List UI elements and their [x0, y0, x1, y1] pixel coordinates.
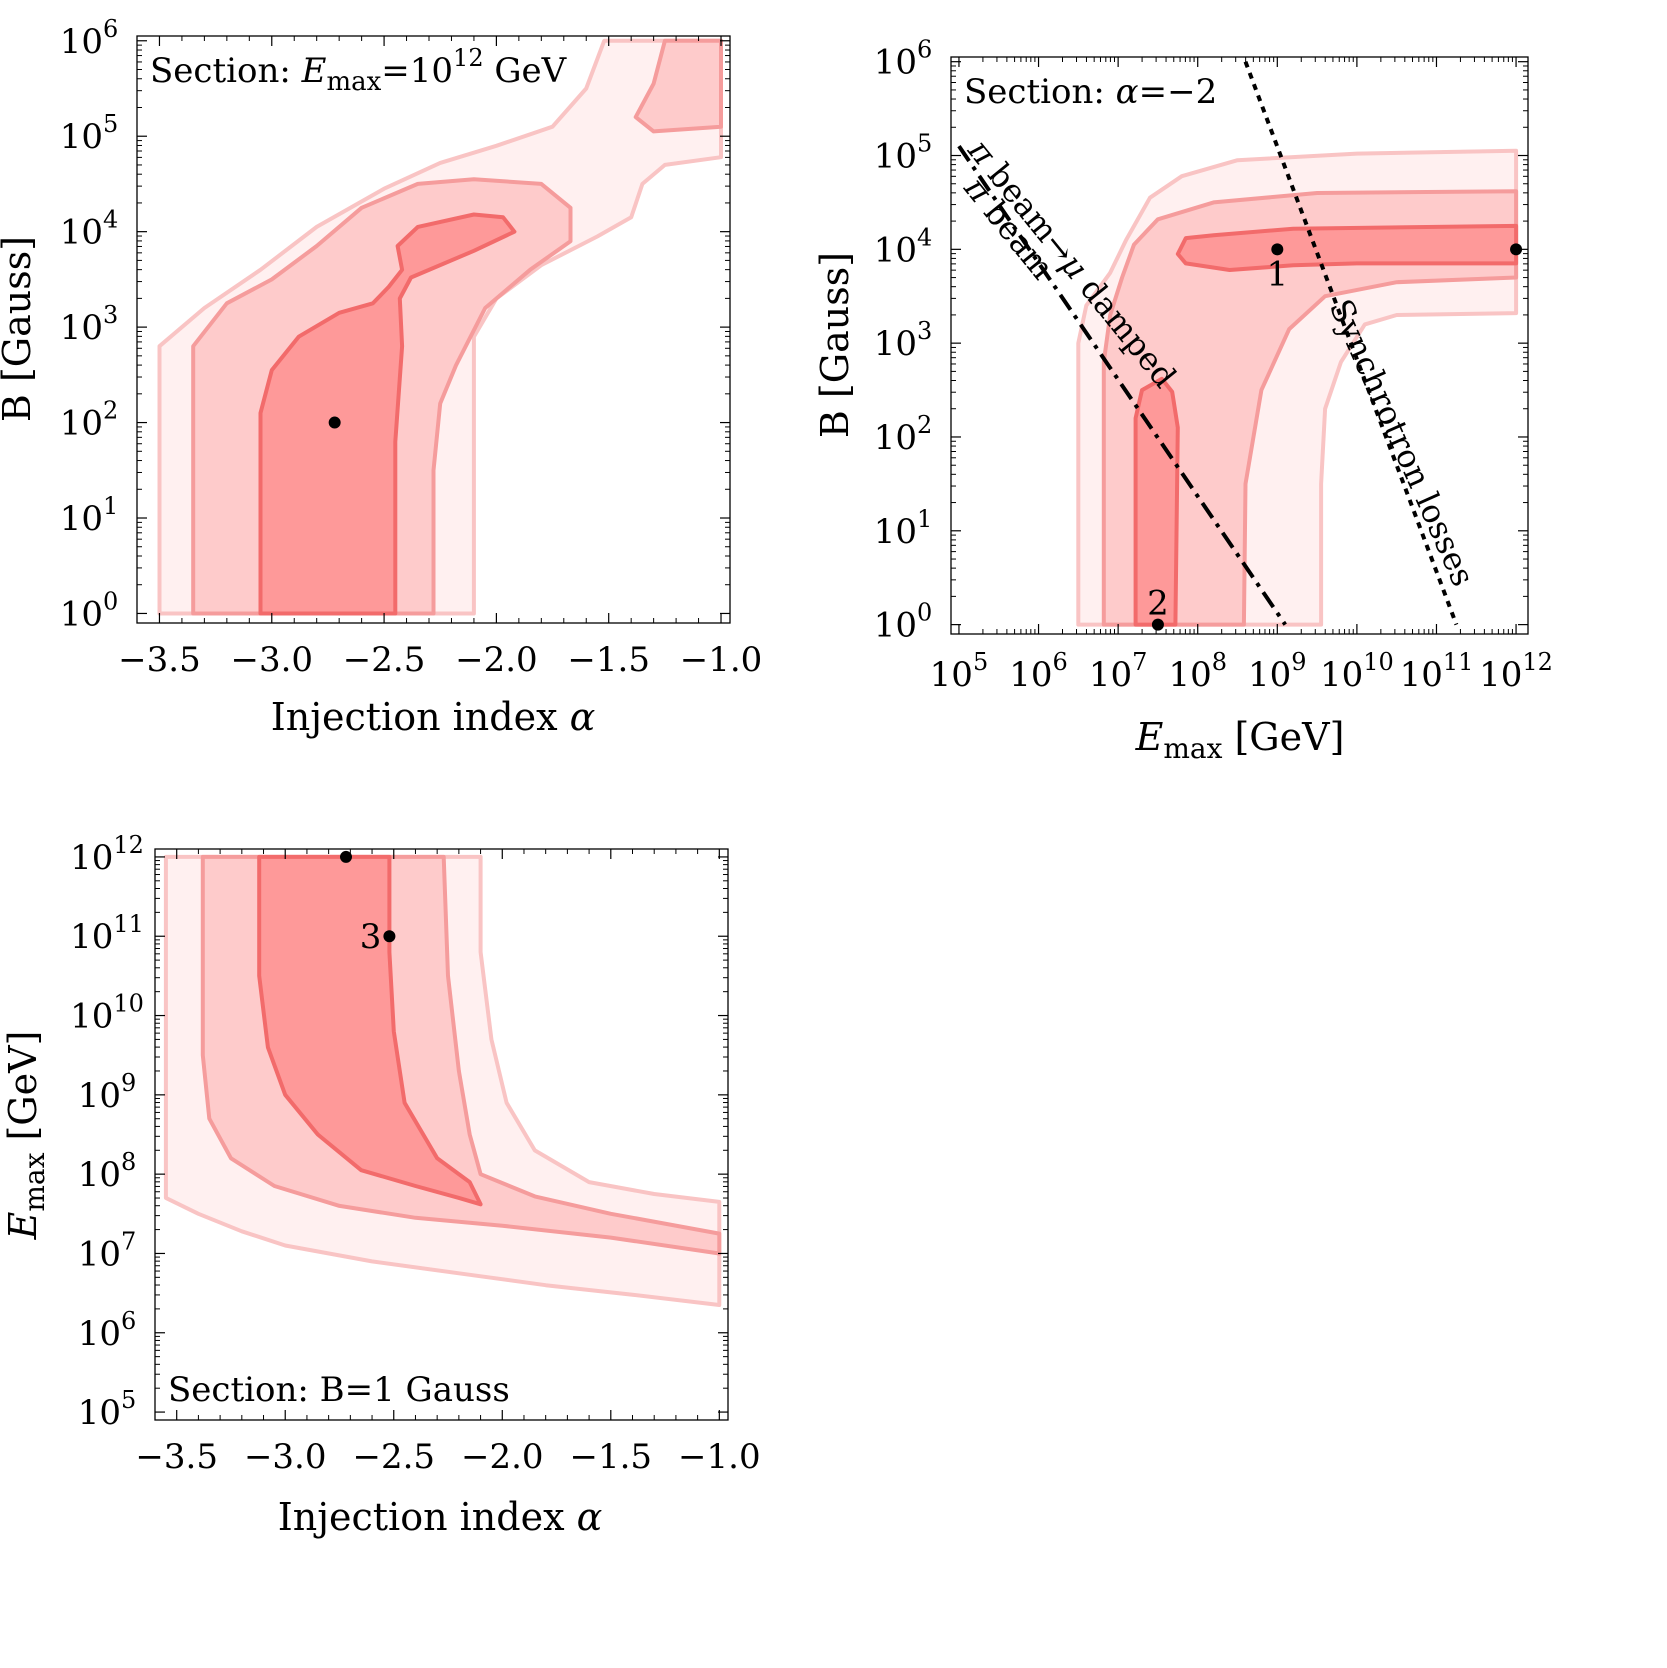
- region-95-cl-0: [1101, 189, 1519, 627]
- y-tick-label: 102: [60, 397, 119, 444]
- x-tick-label: 106: [1009, 648, 1068, 695]
- x-tick-label: −3.5: [118, 640, 201, 680]
- y-axis: 100 101 102 103 104 105 106: [874, 36, 1528, 646]
- x-tick-label: −3.0: [230, 640, 313, 680]
- y-tick-label: 102: [874, 411, 933, 458]
- x-tick-label: 1011: [1400, 648, 1474, 695]
- y-axis: 105 106 107 108 109 1010 1011 1012: [70, 831, 728, 1433]
- y-tick-label: 106: [60, 15, 119, 62]
- y-tick-label: 108: [78, 1148, 137, 1195]
- x-axis: 105 106 107 108 109 1010 1011 1012: [930, 57, 1553, 695]
- y-tick-label: 103: [60, 301, 119, 348]
- x-tick-label: −1.5: [567, 640, 650, 680]
- section-label: Section: α=−2: [964, 72, 1217, 112]
- x-tick-label: −2.0: [455, 640, 538, 680]
- x-tick-label: 109: [1248, 648, 1307, 695]
- plot-frame: [154, 848, 729, 1421]
- y-tick-label: 100: [874, 599, 933, 646]
- point-label: 1: [1266, 254, 1288, 294]
- x-tick-label: 107: [1089, 648, 1148, 695]
- y-tick-label: 107: [78, 1227, 137, 1274]
- x-axis-title: Injection index α: [278, 1495, 603, 1539]
- y-tick-label: 100: [60, 587, 119, 634]
- y-tick-label: 101: [874, 505, 933, 552]
- y-tick-label: 103: [874, 317, 933, 364]
- y-tick-label: 1011: [70, 910, 144, 957]
- data-point: [340, 850, 352, 863]
- y-tick-label: 104: [60, 206, 119, 253]
- point-label: 2: [1147, 584, 1169, 624]
- plot-frame: [950, 56, 1529, 635]
- y-tick-label: 109: [78, 1069, 137, 1116]
- region-68-cl-0: [257, 854, 483, 1207]
- data-point: [1510, 243, 1523, 256]
- y-axis: 100 101 102 103 104 105 106: [60, 15, 730, 634]
- y-tick-label: 101: [60, 492, 119, 539]
- synchrotron-line: [1243, 60, 1459, 626]
- pi-beam-line: [957, 145, 1287, 626]
- contour-regions: [1076, 148, 1519, 627]
- x-axis-title: Emax [GeV]: [1135, 715, 1345, 765]
- y-tick-label: 106: [874, 36, 933, 83]
- x-axis: −3.5 −3.0 −2.5 −2.0 −1.5 −1.0: [118, 36, 762, 680]
- data-point: [383, 930, 396, 943]
- x-tick-label: 108: [1168, 648, 1227, 695]
- x-axis-title: Injection index α: [271, 695, 596, 739]
- y-axis-title: B [Gauss]: [0, 236, 39, 422]
- x-tick-label: −2.5: [352, 1437, 435, 1477]
- region-68-cl-0: [258, 212, 517, 616]
- x-tick-label: −3.0: [244, 1437, 327, 1477]
- x-tick-label: −3.5: [135, 1437, 218, 1477]
- data-point: [1151, 618, 1164, 631]
- y-tick-label: 105: [78, 1386, 137, 1433]
- region-68-cl-1: [1133, 376, 1180, 627]
- x-tick-label: −2.5: [343, 640, 426, 680]
- region-68-cl-0: [1175, 223, 1519, 272]
- data-point: [1271, 243, 1284, 256]
- section-label: Section: Emax=1012 GeV: [150, 44, 568, 97]
- y-tick-label: 105: [874, 130, 933, 177]
- y-tick-label: 105: [60, 110, 119, 157]
- x-tick-label: 1010: [1320, 648, 1394, 695]
- y-axis-title: Emax [GeV]: [1, 1031, 51, 1241]
- panel-a: −3.5 −3.0 −2.5 −2.0 −1.5 −1.01001011021031041…: [0, 15, 762, 739]
- contour-regions: [157, 38, 723, 616]
- y-tick-label: 1012: [70, 831, 144, 878]
- x-tick-label: −2.0: [461, 1437, 544, 1477]
- region-95-cl-1: [633, 38, 723, 134]
- section-label: Section: B=1 Gauss: [168, 1370, 510, 1410]
- panel-c: −3.5 −3.0 −2.5 −2.0 −1.5 −1.01051061071081091…: [1, 831, 761, 1539]
- x-axis: −3.5 −3.0 −2.5 −2.0 −1.5 −1.0: [135, 849, 761, 1477]
- y-axis-title: B [Gauss]: [813, 252, 857, 438]
- x-tick-label: −1.5: [570, 1437, 653, 1477]
- point-label: 3: [360, 917, 382, 957]
- y-tick-label: 106: [78, 1307, 137, 1354]
- data-point: [328, 416, 341, 429]
- x-tick-label: −1.0: [680, 640, 763, 680]
- contour-regions: [163, 854, 722, 1307]
- panel-b: 105 106 107 108 109 1010 1011 10121001011021031…: [813, 36, 1553, 765]
- x-tick-label: −1.0: [678, 1437, 761, 1477]
- plot-frame: [136, 35, 731, 624]
- y-tick-label: 1010: [70, 990, 144, 1037]
- x-tick-label: 1012: [1479, 648, 1553, 695]
- x-tick-label: 105: [930, 648, 989, 695]
- y-tick-label: 104: [874, 223, 933, 270]
- synchrotron-losses-label: Synchrotron losses: [1322, 293, 1483, 591]
